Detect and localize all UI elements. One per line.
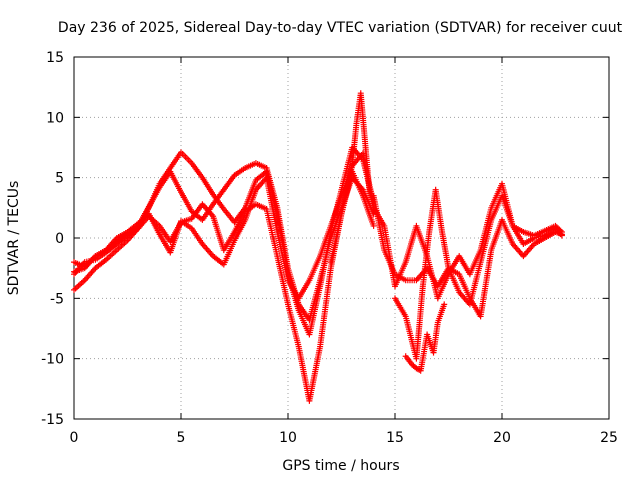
x-axis-label: GPS time / hours: [282, 458, 399, 474]
data-point: [558, 232, 565, 239]
series-track-3: [71, 168, 377, 404]
axis-ticks: 0 5 10 15 20 25 -15 -10 -5 0 5 10 15: [41, 50, 618, 446]
y-tick-label: 5: [55, 171, 64, 187]
x-tick-label: 0: [70, 430, 79, 446]
y-tick-label: 15: [46, 50, 64, 66]
x-tick-label: 5: [177, 430, 186, 446]
grid: [74, 57, 609, 419]
series-track-6: [370, 192, 565, 320]
y-axis-label: SDTVAR / TECUs: [6, 181, 22, 296]
chart-title: Day 236 of 2025, Sidereal Day-to-day VTE…: [58, 20, 623, 36]
data-point: [370, 222, 377, 229]
series-track-4: [71, 150, 377, 302]
y-tick-label: -15: [41, 412, 64, 428]
y-tick-label: 0: [55, 231, 64, 247]
x-tick-label: 25: [600, 430, 618, 446]
x-tick-label: 10: [279, 430, 297, 446]
data-point: [441, 301, 448, 308]
x-tick-label: 20: [493, 430, 511, 446]
x-tick-label: 15: [386, 430, 404, 446]
series-track-7: [392, 186, 565, 362]
data-points: [71, 90, 565, 404]
series-track-8: [402, 301, 448, 374]
y-tick-label: 10: [46, 110, 64, 126]
y-tick-label: -5: [50, 291, 64, 307]
y-tick-label: -10: [41, 352, 64, 368]
